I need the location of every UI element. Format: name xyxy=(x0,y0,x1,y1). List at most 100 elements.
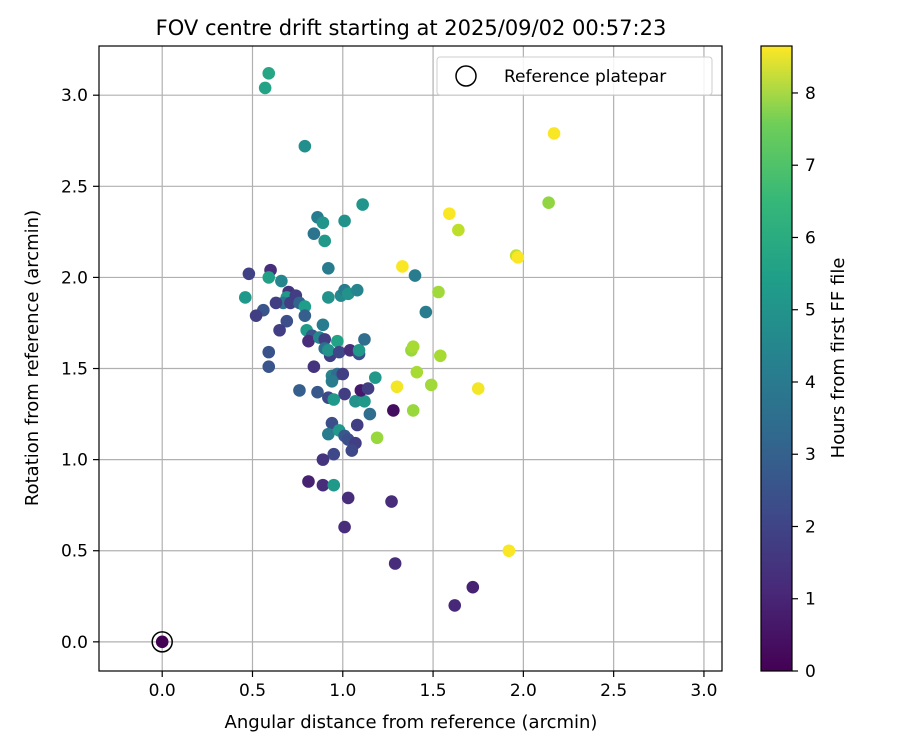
data-point xyxy=(258,81,272,95)
data-point xyxy=(511,251,525,264)
data-point xyxy=(249,309,263,322)
y-tick-label: 2.5 xyxy=(61,177,88,197)
data-point xyxy=(318,333,332,346)
data-point xyxy=(370,431,384,445)
data-point xyxy=(322,262,335,275)
data-point xyxy=(341,491,355,505)
y-axis-ticks: 0.0 0.5 1.0 1.5 2.0 2.5 3.0 xyxy=(61,86,99,653)
data-point xyxy=(322,291,335,304)
colorbar-tick-label: 0 xyxy=(805,662,816,682)
data-point xyxy=(338,387,351,401)
data-point xyxy=(322,344,335,357)
data-point xyxy=(350,283,364,297)
data-point xyxy=(448,599,462,612)
colorbar-tick-label: 7 xyxy=(805,156,816,176)
colorbar-tick-label: 8 xyxy=(805,84,816,104)
plot-area: 0.0 0.5 1.0 1.5 2.0 2.5 3.0 0.0 0.5 1.0 1.5 2.0 2.5… xyxy=(61,45,723,701)
data-point xyxy=(352,344,366,357)
y-tick-label: 0.5 xyxy=(61,542,88,562)
data-point xyxy=(298,300,312,313)
colorbar-tick-label: 5 xyxy=(805,301,816,321)
data-point xyxy=(387,404,400,417)
data-point xyxy=(273,323,286,337)
data-points xyxy=(238,67,561,612)
y-tick-label: 1.5 xyxy=(61,360,88,380)
data-point xyxy=(363,407,377,421)
data-point xyxy=(424,378,438,392)
legend-label: Reference platepar xyxy=(504,67,666,87)
data-point xyxy=(331,334,344,348)
data-point xyxy=(262,271,276,284)
data-point xyxy=(262,345,276,359)
colorbar-title: Hours from first FF file xyxy=(828,258,849,459)
data-point xyxy=(358,395,371,408)
x-axis-ticks: 0.0 0.5 1.0 1.5 2.0 2.5 3.0 xyxy=(149,671,717,701)
data-point xyxy=(471,382,485,395)
colorbar-tick-label: 6 xyxy=(805,228,816,248)
data-point xyxy=(307,360,321,373)
data-point xyxy=(238,291,252,304)
y-tick-label: 3.0 xyxy=(61,86,88,106)
data-point xyxy=(542,196,555,210)
data-point xyxy=(408,269,422,282)
data-point xyxy=(298,139,312,153)
data-point xyxy=(361,382,375,395)
data-point xyxy=(368,371,382,384)
reference-point xyxy=(155,635,169,649)
data-point xyxy=(390,380,404,394)
x-axis-title: Angular distance from reference (arcmin) xyxy=(225,712,598,733)
x-tick-label: 0.5 xyxy=(239,681,266,701)
data-point xyxy=(358,333,371,346)
legend-marker-icon xyxy=(455,65,477,87)
reference-ring xyxy=(151,631,173,653)
data-point xyxy=(345,444,359,457)
data-point xyxy=(298,309,312,322)
data-point xyxy=(338,520,351,534)
data-point xyxy=(433,349,447,363)
data-point xyxy=(466,580,480,594)
data-point xyxy=(396,260,409,273)
y-tick-label: 1.0 xyxy=(61,451,88,471)
colorbar: 0 1 2 3 4 5 6 7 8 Hours from first FF file xyxy=(760,45,849,682)
data-point xyxy=(419,305,433,319)
data-point xyxy=(318,234,332,248)
data-point xyxy=(262,67,276,80)
x-tick-label: 0.0 xyxy=(149,681,176,701)
x-tick-label: 1.0 xyxy=(329,681,356,701)
colorbar-tick-label: 4 xyxy=(805,373,816,393)
data-point xyxy=(327,478,341,492)
x-tick-label: 1.5 xyxy=(420,681,447,701)
data-point xyxy=(302,475,315,488)
data-point xyxy=(280,314,294,328)
colorbar-tick-label: 2 xyxy=(805,517,816,537)
grid-lines xyxy=(99,46,722,671)
data-point xyxy=(242,267,256,281)
data-point xyxy=(275,274,288,288)
colorbar-gradient xyxy=(760,45,793,672)
data-point xyxy=(356,198,369,211)
data-point xyxy=(547,127,561,140)
data-point xyxy=(269,296,283,310)
data-point xyxy=(406,340,420,353)
data-point xyxy=(284,296,297,310)
data-point xyxy=(385,495,398,508)
data-point xyxy=(502,544,516,558)
data-point xyxy=(388,557,402,570)
data-point xyxy=(322,427,335,441)
data-point xyxy=(338,214,351,228)
data-point xyxy=(316,318,330,332)
x-tick-label: 2.5 xyxy=(600,681,627,701)
data-point xyxy=(443,207,456,220)
data-point xyxy=(302,334,315,348)
data-point xyxy=(325,374,339,388)
plot-frame xyxy=(98,45,723,672)
data-point xyxy=(311,385,324,399)
data-point xyxy=(316,216,330,230)
data-point xyxy=(293,384,306,397)
data-point xyxy=(406,404,420,417)
data-point xyxy=(336,367,350,381)
y-axis-title: Rotation from reference (arcmin) xyxy=(22,210,43,506)
data-point xyxy=(332,345,346,359)
y-tick-label: 0.0 xyxy=(61,633,88,653)
reference-marker xyxy=(151,631,173,653)
